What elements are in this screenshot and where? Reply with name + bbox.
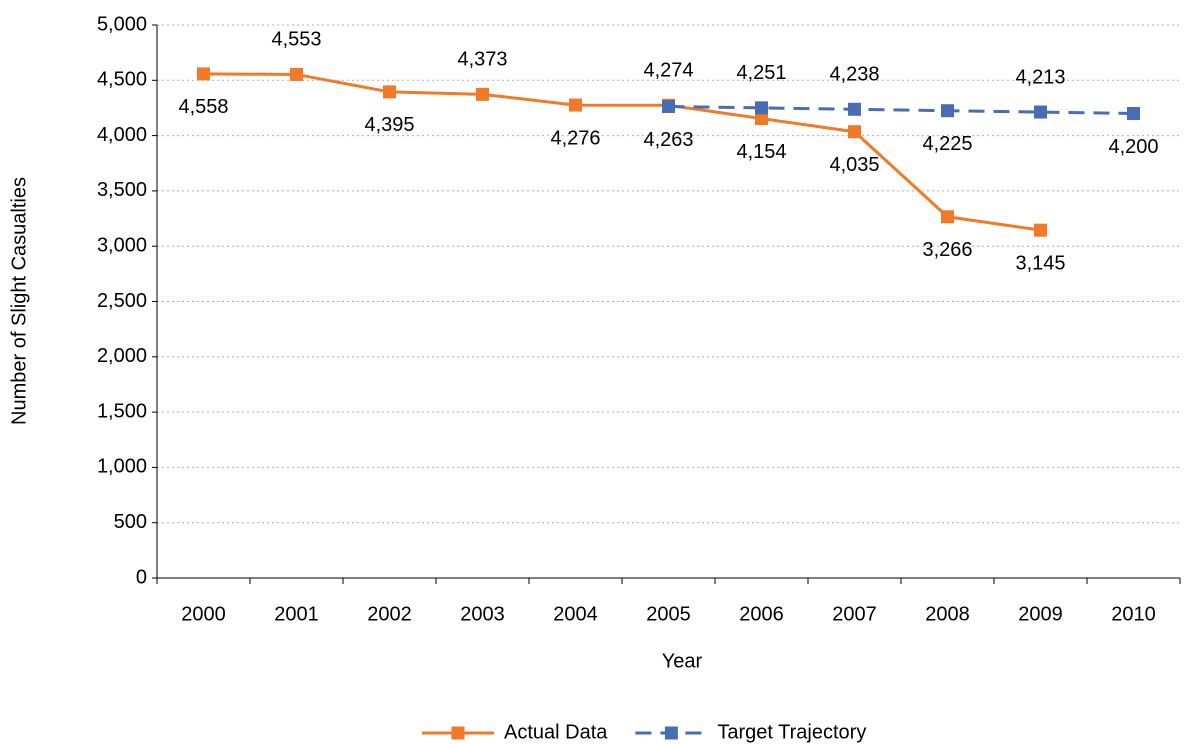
data-label: 4,251: [736, 62, 786, 84]
point-marker: [1034, 223, 1047, 237]
point-marker: [662, 100, 675, 114]
y-tick-label: 5,000: [97, 13, 147, 35]
data-label: 4,373: [457, 49, 507, 71]
y-tick-label: 4,500: [97, 69, 147, 91]
data-label: 3,266: [922, 239, 972, 261]
y-tick-label: 0: [136, 566, 147, 588]
point-marker: [1034, 105, 1047, 119]
x-tick-label: 2000: [181, 603, 226, 625]
x-tick-label: 2007: [832, 603, 877, 625]
y-tick-label: 2,500: [97, 290, 147, 312]
data-label: 4,200: [1108, 136, 1158, 158]
data-label: 4,225: [922, 133, 972, 155]
x-axis-label: Year: [662, 650, 703, 672]
data-label: 4,213: [1015, 66, 1065, 88]
point-marker: [383, 85, 396, 99]
data-label: 4,553: [271, 29, 321, 51]
y-tick-label: 4,000: [97, 124, 147, 146]
point-marker: [569, 98, 582, 112]
point-marker: [1127, 106, 1140, 120]
data-label: 4,238: [829, 64, 879, 86]
point-marker: [755, 112, 768, 126]
point-marker: [941, 210, 954, 224]
data-label: 4,276: [550, 127, 600, 149]
point-marker: [290, 67, 303, 81]
point-marker: [476, 87, 489, 101]
data-label: 3,145: [1015, 252, 1065, 274]
x-tick-label: 2003: [460, 603, 505, 625]
point-marker: [848, 102, 861, 116]
data-label: 4,395: [364, 114, 414, 136]
point-marker: [941, 104, 954, 118]
y-axis-label: Number of Slight Casualties: [8, 177, 30, 425]
legend-label: Target Trajectory: [717, 721, 866, 743]
x-tick-label: 2005: [646, 603, 691, 625]
y-tick-label: 2,000: [97, 345, 147, 367]
point-marker: [755, 101, 768, 115]
data-label: 4,274: [643, 60, 693, 82]
x-tick-label: 2004: [553, 603, 598, 625]
y-tick-label: 1,000: [97, 456, 147, 478]
legend-marker: [664, 726, 678, 740]
x-tick-label: 2008: [925, 603, 970, 625]
y-tick-label: 3,500: [97, 179, 147, 201]
x-tick-label: 2009: [1018, 603, 1063, 625]
legend-marker: [451, 726, 465, 740]
x-tick-label: 2002: [367, 603, 412, 625]
data-label: 4,263: [643, 129, 693, 151]
point-marker: [848, 125, 861, 139]
series-line: [203, 72, 1041, 232]
x-tick-label: 2001: [274, 603, 319, 625]
x-tick-label: 2006: [739, 603, 784, 625]
legend-label: Actual Data: [504, 721, 608, 743]
y-tick-label: 500: [114, 511, 147, 533]
data-label: 4,035: [829, 154, 879, 176]
x-tick-label: 2010: [1111, 603, 1156, 625]
y-tick-label: 3,000: [97, 234, 147, 256]
data-label: 4,558: [178, 96, 228, 118]
series-line: [668, 105, 1134, 115]
point-marker: [197, 67, 210, 81]
data-label: 4,154: [736, 141, 786, 163]
y-tick-label: 1,500: [97, 400, 147, 422]
